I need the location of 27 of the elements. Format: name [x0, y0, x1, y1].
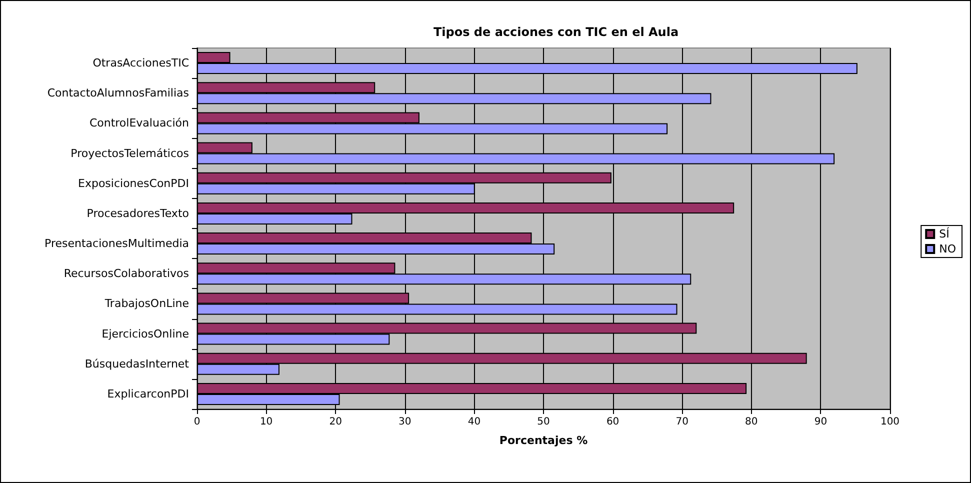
y-tick-label: ContactoAlumnosFamilias — [47, 86, 190, 100]
y-tick-label: ExposicionesConPDI — [78, 176, 189, 190]
x-tick-label: 70 — [676, 416, 688, 428]
legend-label: NO — [939, 242, 956, 256]
y-tick-label: EjerciciosOnline — [102, 327, 190, 340]
x-tick-label: 20 — [329, 416, 342, 428]
y-tick-label: TrabajosOnLine — [104, 297, 190, 310]
x-tick-label: 90 — [814, 416, 828, 428]
x-tick-label: 30 — [398, 416, 412, 428]
x-axis-title: Porcentajes % — [499, 434, 588, 447]
y-tick-label: ProyectosTelemáticos — [70, 146, 190, 160]
legend-label: SÍ — [939, 226, 950, 240]
y-tick-label: OtrasAccionesTIC — [92, 56, 190, 70]
y-tick-label: PresentacionesMultimedia — [44, 237, 189, 250]
y-tick-label: ProcesadoresTexto — [86, 206, 190, 220]
x-tick-label: 100 — [880, 416, 900, 428]
y-tick-label: ControlEvaluación — [89, 116, 190, 130]
y-tick-label: ExplicarconPDI — [107, 387, 189, 400]
x-tick-label: 40 — [468, 416, 481, 428]
x-tick-label: 80 — [745, 416, 758, 428]
x-tick-label: 0 — [194, 416, 200, 428]
x-tick-label: 50 — [537, 416, 550, 428]
chart-title: Tipos de acciones con TIC en el Aula — [433, 25, 679, 39]
y-tick-label: BúsquedasInternet — [84, 357, 190, 370]
x-tick-label: 60 — [606, 416, 620, 428]
x-tick-label: 10 — [260, 416, 273, 428]
y-tick-label: RecursosColaborativos — [64, 267, 190, 280]
